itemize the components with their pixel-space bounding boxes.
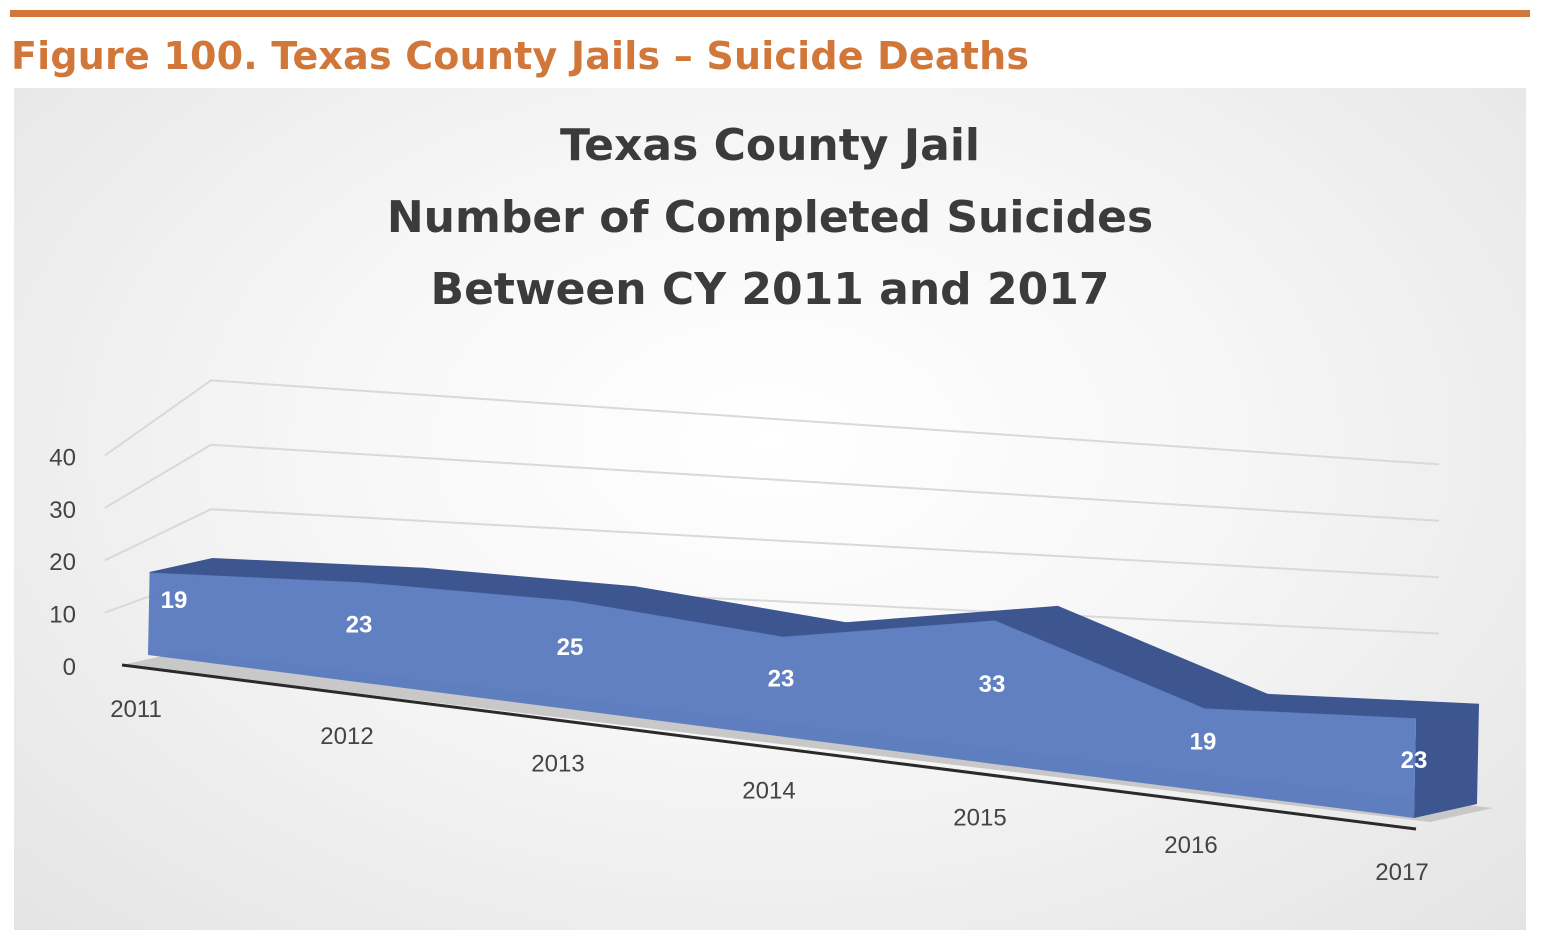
x-tick-label-2011: 2011: [110, 696, 162, 723]
y-tick-label-10: 10: [49, 602, 76, 629]
data-label-2012: 23: [346, 611, 373, 638]
data-label-2014: 23: [768, 666, 795, 693]
chart-title-line-2: Number of Completed Suicides: [386, 192, 1154, 243]
x-tick-label-2015: 2015: [953, 805, 1006, 832]
top-rule: [10, 10, 1530, 17]
data-label-2013: 25: [557, 634, 584, 661]
gridline-30: [104, 443, 1440, 522]
x-tick-label-2013: 2013: [531, 750, 584, 777]
chart-panel: Texas County Jail Number of Completed Su…: [14, 88, 1526, 930]
figure-caption: Figure 100. Texas County Jails – Suicide…: [11, 34, 1030, 78]
gridline-40: [104, 379, 1440, 466]
x-tick-label-2016: 2016: [1164, 832, 1217, 859]
area-chart-3d: 0 10 20 30 40 19 23 25 23 33 19 23 2011 2012 2013 2014 2…: [49, 379, 1493, 886]
data-label-2017: 23: [1401, 747, 1428, 774]
area-front-face: [148, 572, 1416, 818]
x-tick-label-2012: 2012: [320, 723, 373, 750]
data-label-2016: 19: [1190, 729, 1217, 756]
gridline-20: [104, 508, 1440, 579]
chart-title: Texas County Jail Number of Completed Su…: [14, 110, 1526, 326]
x-tick-label-2014: 2014: [742, 778, 795, 805]
chart-title-line-3: Between CY 2011 and 2017: [430, 264, 1110, 315]
y-tick-label-40: 40: [49, 444, 76, 471]
y-tick-label-20: 20: [49, 549, 76, 576]
y-tick-label-30: 30: [49, 497, 76, 524]
data-label-2015: 33: [979, 671, 1006, 698]
area-right-cap: [1414, 704, 1479, 818]
y-tick-label-0: 0: [63, 654, 76, 681]
chart-title-line-1: Texas County Jail: [559, 120, 981, 171]
data-label-2011: 19: [161, 587, 188, 614]
x-axis-line: [121, 663, 1417, 831]
x-tick-label-2017: 2017: [1375, 859, 1428, 886]
